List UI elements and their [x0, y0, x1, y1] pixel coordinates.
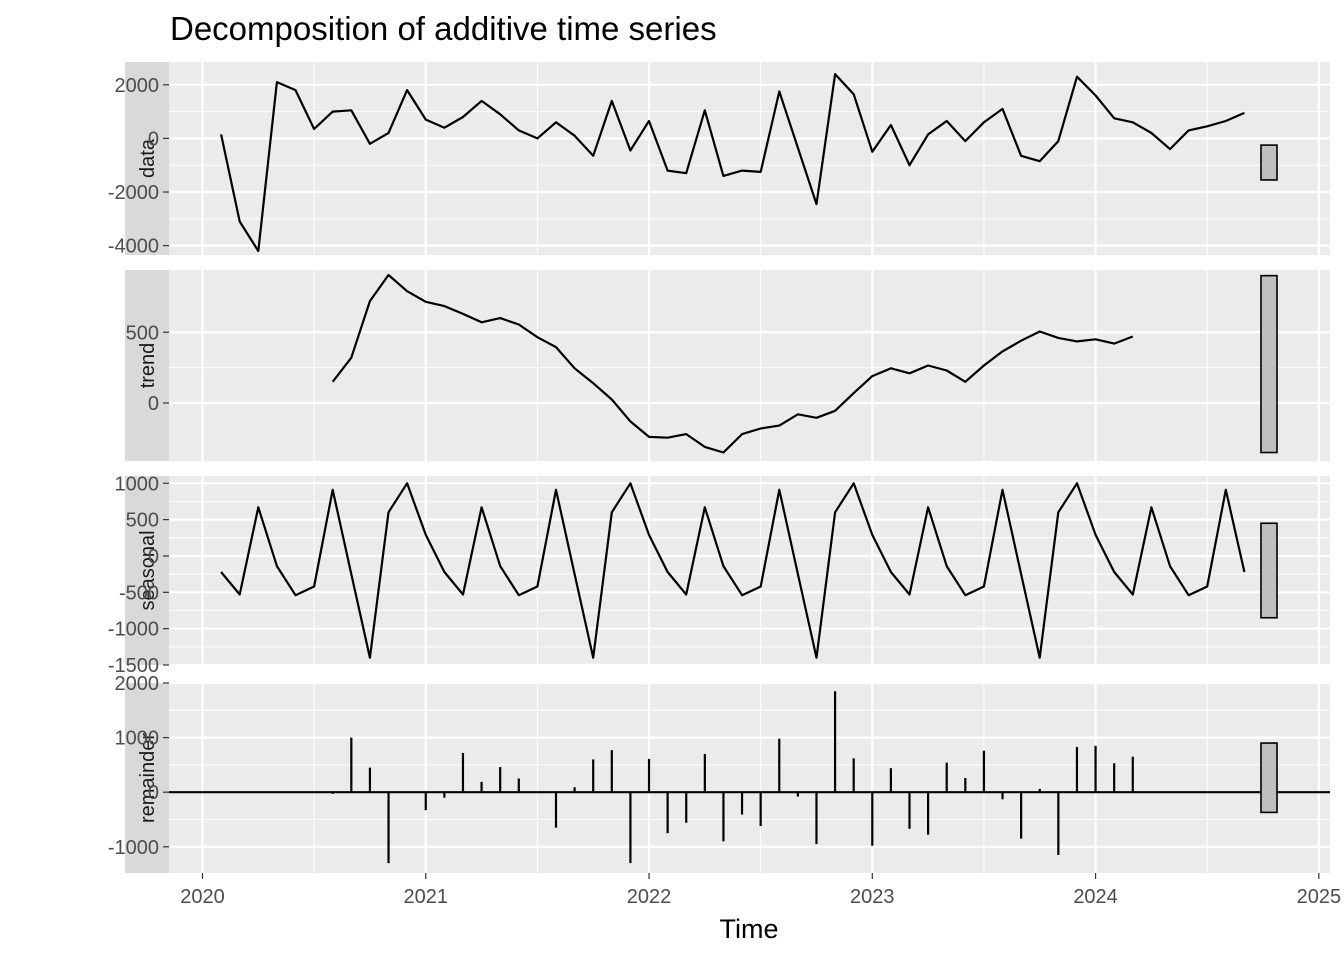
y-tick-label: 500	[126, 510, 159, 532]
panel-background	[169, 62, 1330, 255]
series-line-data	[220, 73, 1245, 253]
series-line-trend	[331, 273, 1134, 454]
y-tick-label: 0	[148, 393, 159, 415]
y-tick-label: 1000	[115, 728, 160, 750]
panel-data: data 2000 0 -2000 -4000	[108, 62, 1330, 258]
panel-strip-label: trend	[137, 343, 159, 389]
y-tick-label: -2000	[108, 182, 159, 204]
y-tick-label: 0	[148, 546, 159, 568]
x-tick-label: 2022	[627, 886, 672, 908]
panel-strip	[125, 270, 169, 461]
x-axis-label: Time	[720, 914, 779, 944]
x-tick-label: 2024	[1073, 886, 1118, 908]
chart-title: Decomposition of additive time series	[170, 10, 717, 47]
y-tick-label: 2000	[115, 75, 160, 97]
series-line-seasonal	[220, 482, 1246, 659]
panel-strip	[125, 476, 169, 665]
panel-strip-label: remainder	[137, 733, 159, 823]
panel-background	[169, 683, 1330, 873]
y-tick-label: -1000	[108, 837, 159, 859]
x-tick-label: 2020	[180, 886, 225, 908]
y-tick-label: 1000	[115, 473, 160, 495]
panel-background	[169, 476, 1330, 665]
scale-bar	[1260, 522, 1278, 619]
y-tick-label: 500	[126, 322, 159, 344]
panel-strip-label: data	[137, 138, 159, 178]
x-tick-label: 2021	[404, 886, 449, 908]
panel-remainder: remainder 2000 1000 0 -1000	[108, 673, 1330, 873]
y-tick-label: 0	[148, 128, 159, 150]
y-tick-label: -1500	[108, 655, 159, 677]
panel-strip	[125, 62, 169, 255]
scale-bar	[1260, 274, 1278, 454]
panel-strip	[125, 683, 169, 873]
panels: data20000-2000-4000trend5000seasonal1000…	[108, 62, 1330, 873]
x-axis: 2020 2021 2022 2023 2024 2025	[180, 873, 1341, 908]
scale-bar	[1260, 742, 1278, 814]
y-tick-label: -1000	[108, 619, 159, 641]
x-tick-label: 2023	[850, 886, 895, 908]
x-tick-label: 2025	[1297, 886, 1342, 908]
panel-background	[169, 270, 1330, 461]
scale-bar	[1260, 144, 1278, 181]
y-tick-label: 0	[148, 782, 159, 804]
panel-strip-label: seasonal	[137, 530, 159, 610]
y-tick-label: 2000	[115, 673, 160, 695]
y-tick-label: -500	[119, 582, 159, 604]
y-tick-label: -4000	[108, 236, 159, 258]
panel-seasonal: seasonal 1000 500 0 -500 -1000 -1500	[108, 473, 1330, 677]
